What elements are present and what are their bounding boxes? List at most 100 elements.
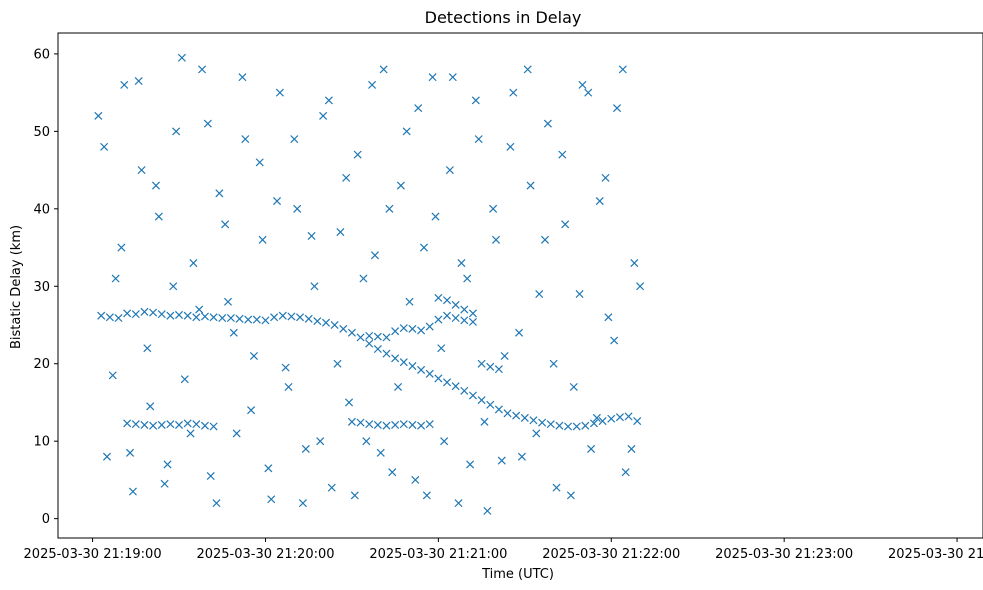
data-point (200, 312, 209, 321)
data-point (610, 336, 619, 345)
data-point (538, 418, 547, 427)
data-point (509, 88, 518, 97)
data-point (267, 495, 276, 504)
data-point (399, 420, 408, 429)
data-point (607, 414, 616, 423)
data-point (382, 349, 391, 358)
data-point (365, 339, 374, 348)
x-tick-label: 2025-03-30 21:24:00 (888, 547, 983, 562)
data-point (471, 96, 480, 105)
data-point (546, 420, 555, 429)
data-point (287, 312, 296, 321)
data-point (123, 419, 132, 428)
data-point (131, 420, 140, 429)
y-tick-label: 0 (42, 512, 50, 527)
data-point (417, 326, 426, 335)
data-point (442, 378, 452, 387)
data-point (149, 421, 158, 430)
data-point (313, 317, 322, 326)
data-point (131, 310, 140, 319)
data-point (636, 282, 645, 291)
data-point (448, 73, 457, 82)
data-point (595, 197, 604, 206)
data-point (137, 166, 146, 175)
data-point (396, 181, 405, 190)
data-point (359, 274, 368, 283)
data-point (140, 307, 149, 316)
data-point (342, 173, 351, 182)
data-point (347, 417, 356, 426)
y-tick-label: 20 (33, 357, 50, 372)
data-point (212, 499, 221, 508)
data-point (215, 189, 224, 198)
data-point (520, 413, 529, 422)
data-point (100, 142, 109, 151)
data-point (114, 314, 123, 323)
data-point (278, 311, 287, 320)
data-point (543, 119, 552, 128)
data-point (382, 333, 391, 342)
x-tick-label: 2025-03-30 21:21:00 (369, 547, 507, 562)
data-point (486, 400, 495, 409)
data-point (97, 311, 106, 320)
data-point (264, 464, 273, 473)
data-point (261, 316, 270, 325)
data-point (94, 111, 103, 120)
data-point (422, 491, 431, 500)
x-axis-label: Time (UTC) (481, 567, 554, 582)
x-tick-label: 2025-03-30 21:19:00 (24, 547, 162, 562)
x-tick-label: 2025-03-30 21:23:00 (715, 547, 853, 562)
data-point (111, 274, 120, 283)
data-point (356, 418, 365, 427)
data-point (408, 362, 417, 371)
data-point (154, 212, 163, 221)
data-point (434, 315, 443, 324)
data-point (365, 420, 374, 429)
data-point (584, 88, 593, 97)
data-point (399, 358, 408, 367)
data-point (494, 405, 503, 414)
data-point (175, 420, 184, 429)
data-point (411, 475, 420, 484)
data-point (434, 293, 443, 302)
data-point (192, 313, 201, 322)
y-tick-label: 30 (33, 280, 50, 295)
data-point (503, 409, 512, 418)
data-point (417, 421, 426, 430)
data-point (169, 282, 178, 291)
data-point (445, 166, 454, 175)
data-point (350, 491, 359, 500)
data-point (466, 460, 475, 469)
data-point (163, 460, 172, 469)
data-point (451, 382, 460, 391)
data-point (209, 313, 218, 322)
data-point (517, 452, 526, 461)
data-point (388, 468, 397, 477)
data-point (252, 315, 261, 324)
data-point (468, 391, 477, 400)
data-point (206, 472, 215, 481)
data-point (105, 313, 114, 322)
data-point (506, 142, 515, 151)
data-point (425, 322, 434, 331)
data-point (143, 344, 152, 353)
data-point (166, 311, 175, 320)
data-point (477, 359, 486, 368)
data-point (431, 212, 440, 221)
data-point (552, 483, 561, 492)
data-point (270, 313, 279, 322)
x-tick-label: 2025-03-30 21:20:00 (196, 547, 334, 562)
data-point (203, 119, 212, 128)
data-point (235, 314, 244, 323)
data-point (535, 289, 544, 299)
data-point (186, 429, 195, 438)
data-point (376, 448, 385, 457)
data-point (630, 259, 639, 268)
data-point (468, 317, 477, 326)
data-point (483, 506, 492, 515)
data-point (192, 420, 201, 429)
data-point (489, 204, 498, 213)
data-point (627, 444, 636, 453)
y-tick-label: 40 (33, 202, 50, 217)
